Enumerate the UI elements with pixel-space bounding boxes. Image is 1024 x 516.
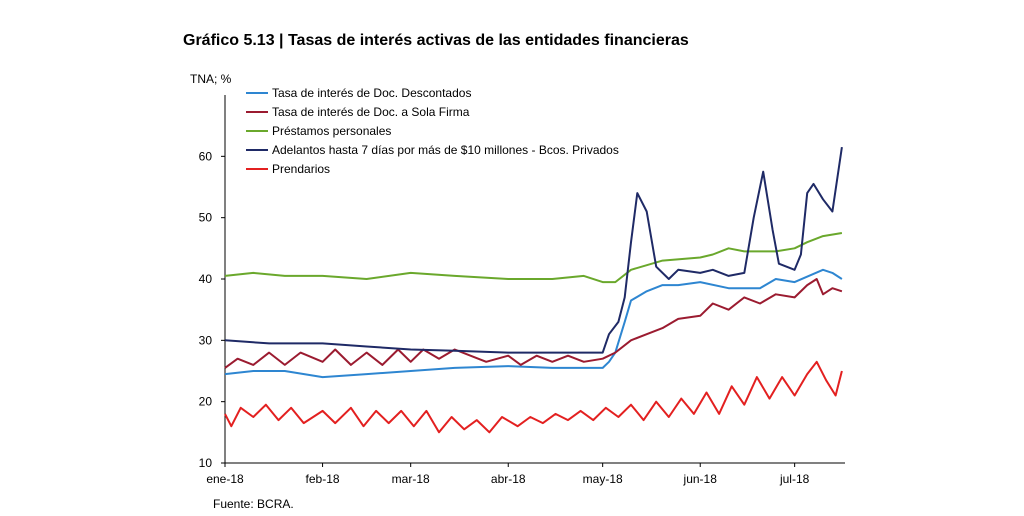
series-line-2 bbox=[224, 278, 843, 369]
series-line-5 bbox=[224, 360, 843, 434]
y-tick-label: 60 bbox=[199, 149, 213, 163]
y-tick-label: 10 bbox=[199, 456, 213, 470]
y-tick-label: 30 bbox=[199, 333, 213, 347]
legend-label: Prendarios bbox=[272, 162, 330, 176]
x-tick-label: ene-18 bbox=[206, 472, 244, 486]
chart-legend: Tasa de interés de Doc. Descontados Tasa … bbox=[246, 86, 619, 176]
chart-series bbox=[224, 146, 843, 434]
series-line-4 bbox=[224, 146, 843, 354]
y-tick-label: 50 bbox=[199, 211, 213, 225]
x-tick-label: may-18 bbox=[583, 472, 623, 486]
x-tick-label: jul-18 bbox=[779, 472, 810, 486]
x-tick-label: mar-18 bbox=[392, 472, 430, 486]
source-note: Fuente: BCRA. bbox=[213, 497, 294, 511]
x-tick-label: feb-18 bbox=[306, 472, 340, 486]
series-line-1 bbox=[224, 268, 843, 379]
series-line-3 bbox=[224, 232, 843, 284]
legend-label: Préstamos personales bbox=[272, 124, 391, 138]
y-tick-label: 40 bbox=[199, 272, 213, 286]
y-tick-label: 20 bbox=[199, 395, 213, 409]
legend-label: Tasa de interés de Doc. Descontados bbox=[272, 86, 471, 100]
chart-axes: 10 20 30 40 50 60 ene-18 feb-18 mar-18 abr-18 may-… bbox=[199, 95, 845, 486]
chart-title: Gráfico 5.13 | Tasas de interés activas … bbox=[183, 32, 689, 49]
legend-label: Adelantos hasta 7 días por más de $10 mi… bbox=[272, 143, 619, 157]
y-axis-unit-label: TNA; % bbox=[190, 72, 232, 86]
x-tick-label: jun-18 bbox=[683, 472, 718, 486]
legend-label: Tasa de interés de Doc. a Sola Firma bbox=[272, 105, 470, 119]
x-tick-label: abr-18 bbox=[491, 472, 526, 486]
